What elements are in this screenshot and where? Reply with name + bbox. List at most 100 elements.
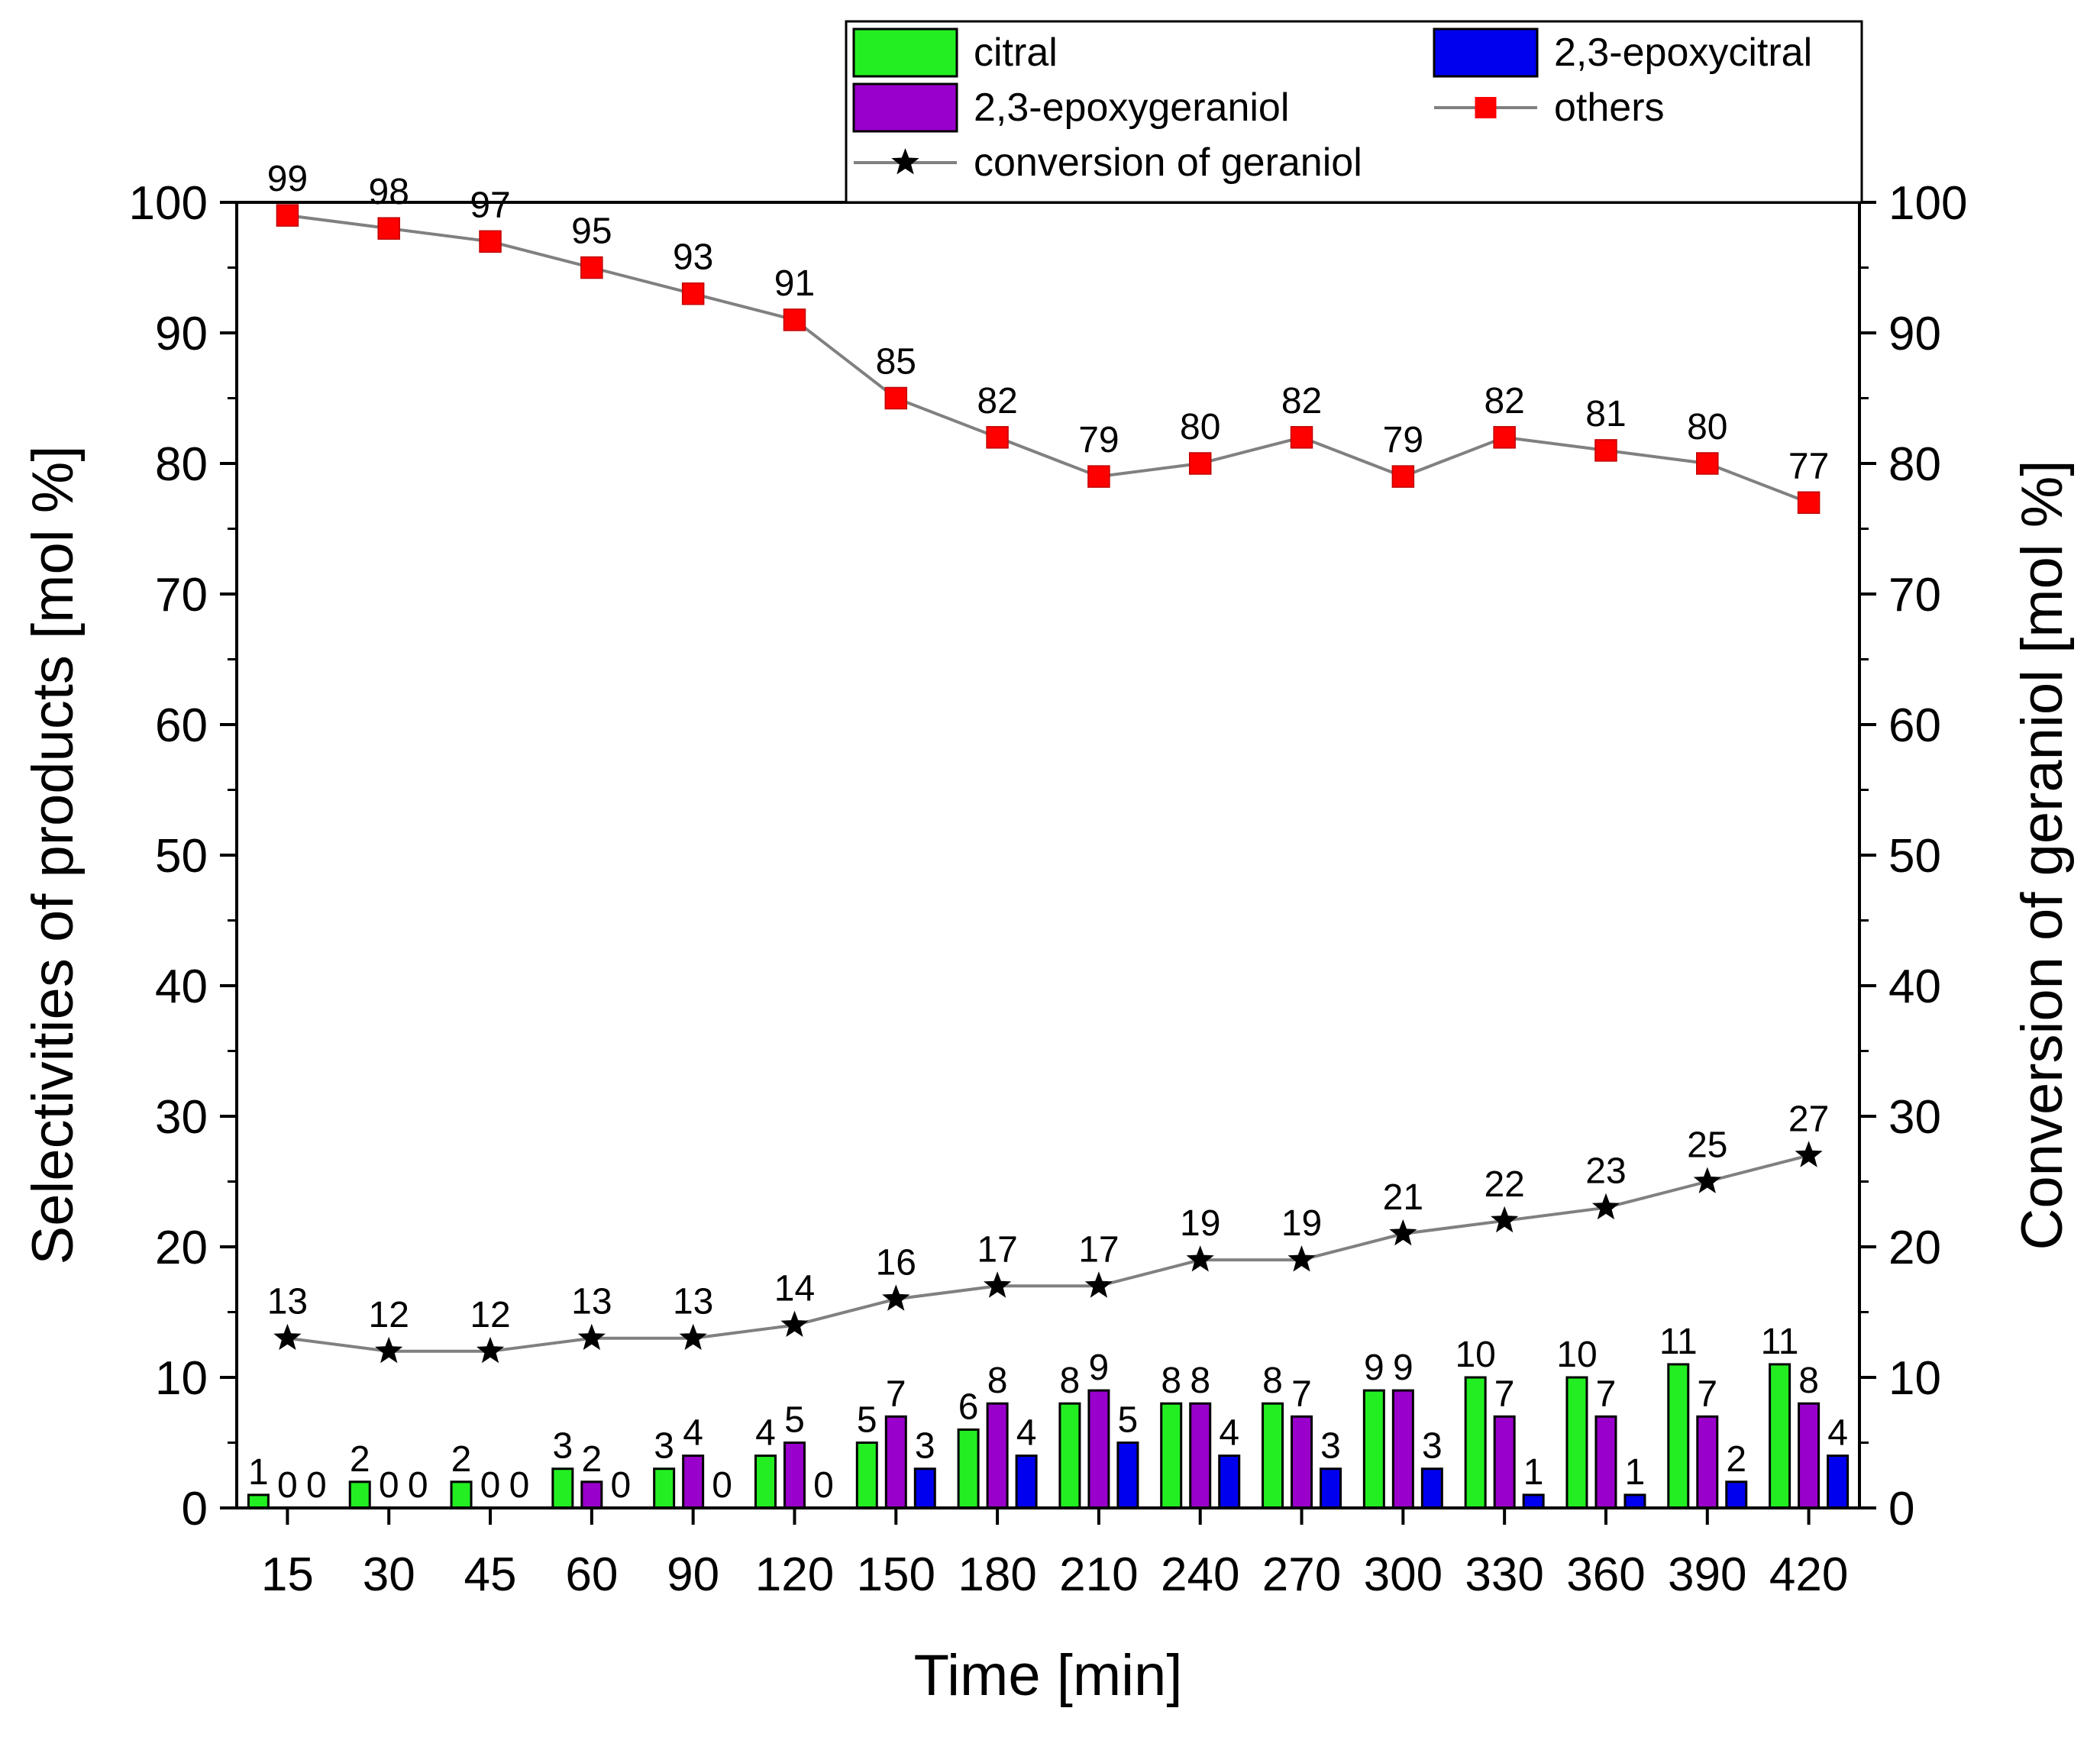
others-marker [1594,439,1617,462]
bar-value-label: 11 [1659,1322,1698,1362]
y-left-tick-label: 60 [155,699,208,752]
bar-value-label: 3 [915,1426,935,1467]
line-value-label: 98 [369,172,409,212]
bar-value-label: 5 [1118,1400,1139,1441]
others-marker [377,217,400,240]
y-right-tick-label: 60 [1888,699,1941,752]
y-left-tick-label: 30 [155,1091,208,1144]
bar-citral [1464,1376,1487,1509]
data-labels: 1 2 2 3 3 4 5 68 8 8 9 10 10 11 110 0 024 57 8 9 8 797 7 7 80 0 0 0… [248,159,1848,1506]
others-marker [1290,426,1313,449]
series-lines [287,214,1810,1353]
line-value-label: 79 [1383,420,1423,460]
y-left-tick-label: 70 [155,569,208,622]
bar-value-label: 8 [1262,1361,1283,1401]
y-axis-right-title: Conversion of geraniol [mol %] [2010,460,2075,1251]
bar-value-label: 8 [987,1361,1008,1401]
bar-2-3-epoxygeraniol [580,1480,603,1509]
conversion-marker [375,1336,403,1364]
line-value-label: 82 [977,381,1017,421]
line-value-label: 85 [876,342,916,383]
bar-citral [1362,1389,1385,1509]
line-value-label: 80 [1180,407,1220,447]
line-conversion-of-geraniol [287,1154,1810,1353]
bar-value-label: 7 [1697,1374,1717,1414]
legend-label-others: others [1554,86,1665,130]
bar-value-label: 0 [480,1465,501,1506]
legend-swatch-citral [852,27,958,78]
x-tick-label: 30 [363,1548,415,1601]
y-axis-left-title: Selectivities of products [mol %] [21,446,86,1265]
x-tick-label: 270 [1262,1548,1341,1601]
legend-box [845,20,1863,204]
line-value-label: 23 [1585,1151,1626,1192]
conversion-marker [1795,1141,1823,1167]
conversion-marker [1287,1245,1316,1272]
conversion-marker [984,1271,1012,1298]
bar-value-label: 4 [755,1413,776,1454]
others-marker [1391,465,1415,488]
y-right-tick-label: 70 [1888,569,1941,622]
bar-2-3-epoxycitral [1725,1480,1748,1509]
line-value-label: 81 [1585,394,1626,434]
bar-value-label: 2 [581,1439,602,1480]
bar-2-3-epoxycitral [1827,1454,1850,1509]
bar-value-label: 3 [552,1426,573,1467]
x-tick-label: 390 [1668,1548,1746,1601]
others-marker [986,426,1009,449]
y-left-tick-label: 80 [155,438,208,491]
x-tick-label: 90 [667,1548,719,1601]
bar-2-3-epoxygeraniol [986,1402,1009,1509]
line-value-label: 17 [1078,1229,1119,1270]
bar-2-3-epoxygeraniol [1291,1415,1313,1509]
x-tick-label: 150 [857,1548,935,1601]
bar-value-label: 4 [1827,1413,1848,1454]
line-value-label: 97 [470,185,510,225]
bar-value-label: 10 [1556,1335,1597,1375]
x-tick-label: 60 [565,1548,618,1601]
line-value-label: 19 [1180,1203,1220,1244]
x-tick-label: 120 [755,1548,834,1601]
conversion-marker [477,1336,505,1364]
legend-label-2-3-epoxygeraniol: 2,3-epoxygeraniol [974,86,1289,130]
bar-2-3-epoxygeraniol [884,1415,907,1509]
legend-marker-conversion-of-geraniol [891,148,919,175]
bar-citral [1160,1402,1183,1509]
line-value-label: 82 [1281,381,1322,421]
conversion-marker [780,1310,809,1337]
y-right-tick-label: 40 [1888,961,1941,1013]
x-tick-label: 420 [1769,1548,1848,1601]
others-marker [276,204,299,227]
bars [247,1363,1850,1509]
bar-value-label: 8 [1798,1361,1819,1401]
y-right-tick-label: 80 [1888,438,1941,491]
bar-value-label: 7 [886,1374,906,1414]
x-tick-label: 240 [1161,1548,1239,1601]
line-value-label: 12 [369,1295,409,1335]
bar-value-label: 1 [248,1452,269,1493]
bar-2-3-epoxycitral [1015,1454,1038,1509]
bar-2-3-epoxygeraniol [1391,1389,1414,1509]
conversion-marker [1591,1193,1620,1220]
others-marker [1696,452,1719,475]
bar-value-label: 0 [813,1465,834,1506]
conversion-marker [1084,1271,1113,1298]
bar-value-label: 5 [784,1400,805,1441]
line-value-label: 93 [673,237,713,278]
bar-value-label: 1 [1523,1452,1544,1493]
bar-value-label: 9 [1089,1348,1110,1388]
bar-value-label: 2 [451,1439,472,1480]
others-marker [1087,465,1110,488]
y-left-tick-label: 100 [129,177,208,230]
bar-2-3-epoxycitral [1218,1454,1241,1509]
bar-2-3-epoxycitral [1320,1467,1342,1509]
y-right-tick-label: 50 [1888,830,1941,883]
bar-citral [450,1480,473,1509]
bar-2-3-epoxycitral [913,1467,936,1509]
bar-value-label: 0 [277,1465,298,1506]
x-tick-label: 330 [1465,1548,1543,1601]
line-value-label: 22 [1484,1164,1524,1205]
line-value-label: 19 [1281,1203,1322,1244]
conversion-marker [1491,1206,1519,1233]
